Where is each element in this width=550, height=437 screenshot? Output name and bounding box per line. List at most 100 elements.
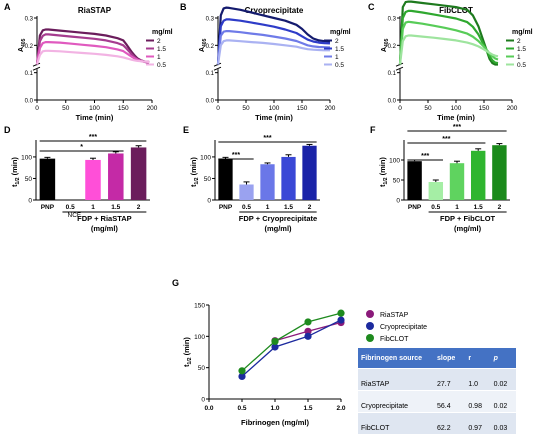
series-line <box>216 39 330 65</box>
x-tick-label: 150 <box>118 105 129 112</box>
y-axis-label: t1/2 (min) <box>10 157 21 187</box>
x-tick-label: 50 <box>424 105 432 112</box>
y-tick-label: 0.1 <box>388 71 397 77</box>
panel-label: F <box>370 125 376 135</box>
x-tick-label: 1.5 <box>303 405 312 412</box>
series-line <box>35 49 150 65</box>
axis-break-mark <box>213 62 222 67</box>
table-cell: 62.2 <box>434 412 466 434</box>
table-cell: 0.02 <box>490 368 516 391</box>
series-line <box>216 18 331 65</box>
axis-break-mark <box>32 66 41 71</box>
y-tick-label: 100 <box>389 158 400 165</box>
x-axis-label: FDP + RiaSTAP <box>77 214 132 223</box>
bar <box>428 182 444 200</box>
data-point <box>337 316 345 324</box>
bar-annotation: NCF <box>68 212 81 219</box>
y-tick-label: 0 <box>207 198 211 205</box>
significance-label: *** <box>89 134 97 141</box>
table-header-row: Fibrinogen source slope r p <box>358 348 516 369</box>
data-point <box>271 343 279 351</box>
x-tick-label: 200 <box>507 105 518 112</box>
regression-table: Fibrinogen source slope r p RiaSTAP 27.7… <box>358 348 516 434</box>
y-tick-label: 0 <box>28 198 32 205</box>
y-tick-label: 0.3 <box>388 17 397 23</box>
x-axis-label: Time (min) <box>437 113 475 122</box>
y-axis-label: t1/2 (min) <box>378 157 389 187</box>
legend-marker <box>366 322 374 330</box>
axis-break-mark <box>395 62 404 67</box>
table-row: FibCLOT 62.2 0.97 0.03 <box>358 412 516 434</box>
series-line <box>241 319 342 377</box>
x-tick-label: 50 <box>242 105 250 112</box>
table-cell: 27.7 <box>434 368 466 391</box>
x-tick-label: 0.5 <box>431 204 440 211</box>
y-tick-label: 0.2 <box>388 44 397 50</box>
x-tick-label: 1 <box>455 204 459 211</box>
data-point <box>337 309 345 317</box>
chart-title: FibCLOT <box>439 6 473 15</box>
legend-marker <box>366 334 374 342</box>
x-tick-label: 200 <box>147 105 158 112</box>
legend-label: 1 <box>335 54 339 61</box>
x-axis-label-unit: (mg/ml) <box>454 224 482 233</box>
legend-label: Cryoprecipitate <box>380 324 427 331</box>
legend-label: 1.5 <box>335 46 344 53</box>
significance-label: * <box>80 144 83 151</box>
table-header: slope <box>434 348 466 369</box>
axis-break-mark <box>395 66 404 71</box>
table-cell: 1.0 <box>465 368 491 391</box>
y-axis-label: A405 <box>199 38 208 52</box>
y-tick-label: 100 <box>200 154 211 161</box>
legend-label: 2 <box>157 38 161 45</box>
table-header: r <box>465 348 491 369</box>
x-tick-label: PNP <box>41 204 55 211</box>
y-axis-label: A405 <box>18 38 27 52</box>
table-cell: 0.03 <box>490 412 516 434</box>
bar <box>85 159 101 200</box>
y-axis-label: t1/2 (min) <box>182 337 193 367</box>
x-tick-label: 2 <box>308 204 312 211</box>
legend-label: 0.5 <box>157 62 166 69</box>
x-tick-label: 1 <box>266 204 270 211</box>
y-tick-label: 0.2 <box>25 44 34 50</box>
legend-label: 1 <box>517 54 521 61</box>
panel-label: B <box>180 2 187 12</box>
legend-label: 1.5 <box>517 46 526 53</box>
y-tick-label: 0 <box>396 198 400 205</box>
chart-title: RiaSTAP <box>78 6 112 15</box>
significance-label: *** <box>421 153 429 160</box>
bar <box>108 153 124 200</box>
axis-break-gap <box>214 65 222 70</box>
chart-title: Cryoprecipitate <box>245 6 304 15</box>
y-tick-label: 50 <box>393 178 401 185</box>
x-tick-label: 1.0 <box>270 405 279 412</box>
x-tick-label: 0 <box>216 105 220 112</box>
bar <box>130 147 147 200</box>
y-tick-label: 0.0 <box>25 99 34 105</box>
y-tick-label: 0 <box>201 397 205 404</box>
legend-label: 0.5 <box>335 62 344 69</box>
x-tick-label: 1.5 <box>284 204 293 211</box>
x-tick-label: 0.0 <box>204 405 213 412</box>
x-tick-label: 50 <box>62 105 70 112</box>
legend-label: 2 <box>335 38 339 45</box>
y-tick-label: 0.0 <box>206 99 215 105</box>
table-row: Cryoprecipitate 56.4 0.98 0.02 <box>358 390 516 413</box>
x-tick-label: 0.5 <box>242 204 251 211</box>
table-cell: Cryoprecipitate <box>358 390 434 413</box>
bar <box>281 156 296 200</box>
table-row: RiaSTAP 27.7 1.0 0.02 <box>358 368 516 391</box>
series-line <box>398 34 499 65</box>
bar <box>260 164 275 200</box>
panel-label: D <box>4 125 11 135</box>
data-point <box>304 332 312 340</box>
x-axis-label: FDP + FibCLOT <box>440 214 495 223</box>
series-line <box>398 0 498 66</box>
x-axis-label: FDP + Cryoprecipitate <box>239 214 317 223</box>
axis-break-mark <box>32 62 41 67</box>
panel-label: G <box>172 278 179 288</box>
x-tick-label: 150 <box>479 105 490 112</box>
y-tick-label: 0.0 <box>388 99 397 105</box>
